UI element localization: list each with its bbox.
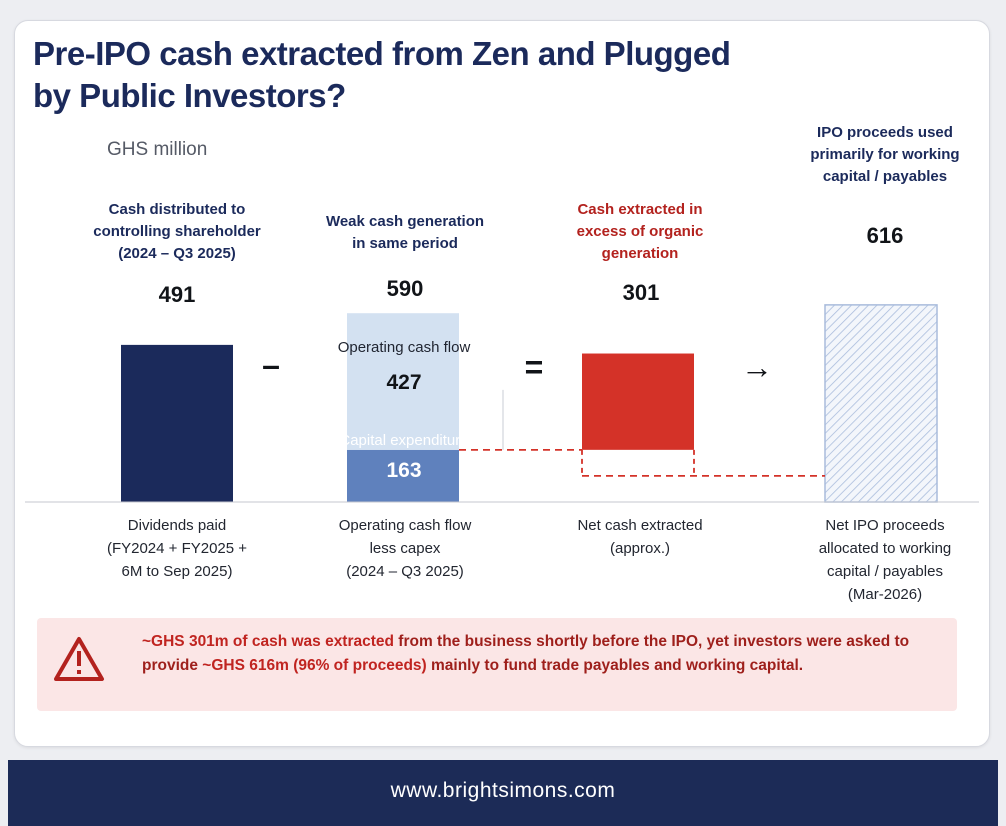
segment-value-operating-cash-flow: 427	[386, 371, 422, 394]
warning-text-2: mainly to fund trade payables and workin…	[426, 657, 804, 674]
bar-value-extracted: 301	[622, 280, 660, 305]
minus-operator: –	[262, 347, 280, 383]
equals-operator: =	[524, 349, 544, 385]
bar-value-operating: 590	[386, 276, 424, 301]
bar-header-ipo: IPO proceeds used primarily for working …	[810, 124, 960, 185]
footer-url[interactable]: www.brightsimons.com	[390, 779, 616, 802]
bar-value-dividends: 491	[158, 282, 196, 307]
bar-segment-operating-cash-flow	[347, 313, 459, 450]
bar-header-dividends: Cash distributed to controlling sharehol…	[93, 201, 261, 262]
warning-text-1: from the business shortly before the IPO…	[142, 633, 910, 674]
warning-bold-lead: ~GHS 301m of cash was extracted	[142, 633, 394, 650]
bar-caption-ipo: Net IPO proceeds allocated to working ca…	[818, 517, 952, 603]
bar-dividends	[121, 344, 233, 502]
warning-triangle-icon	[54, 637, 104, 681]
warning-text: ~GHS 301m of cash was extracted from the…	[142, 630, 942, 678]
unit-label: GHS million	[107, 139, 208, 160]
bar-net-cash-extracted	[582, 353, 694, 450]
chart-card: Pre-IPO cash extracted from Zen and Plug…	[14, 20, 990, 747]
chart-title: Pre-IPO cash extracted from Zen and Plug…	[33, 35, 731, 114]
bar-header-extracted: Cash extracted in excess of organic gene…	[576, 201, 704, 262]
bar-ipo-proceeds	[824, 304, 938, 503]
bar-caption-operating: Operating cash flow less capex (2024 – Q…	[338, 517, 472, 580]
bar-segment-capex	[347, 449, 459, 502]
segment-label-capex: Capital expenditure	[339, 432, 469, 449]
segment-label-operating-cash-flow: Operating cash flow	[337, 339, 471, 356]
bar-caption-extracted: Net cash extracted (approx.)	[577, 517, 703, 557]
segment-value-capex: 163	[386, 459, 422, 482]
bar-header-operating: Weak cash generation in same period	[325, 213, 485, 252]
warning-banner: ~GHS 301m of cash was extracted from the…	[37, 618, 957, 711]
arrow-icon: →	[741, 349, 773, 385]
warning-bold-2: ~GHS 616m (96% of proceeds)	[202, 657, 427, 674]
chart-canvas	[25, 304, 979, 503]
bar-caption-dividends: Dividends paid (FY2024 + FY2025 + 6M to …	[106, 517, 248, 580]
footer-bar: www.brightsimons.com	[8, 760, 998, 826]
bar-value-ipo: 616	[866, 223, 904, 248]
